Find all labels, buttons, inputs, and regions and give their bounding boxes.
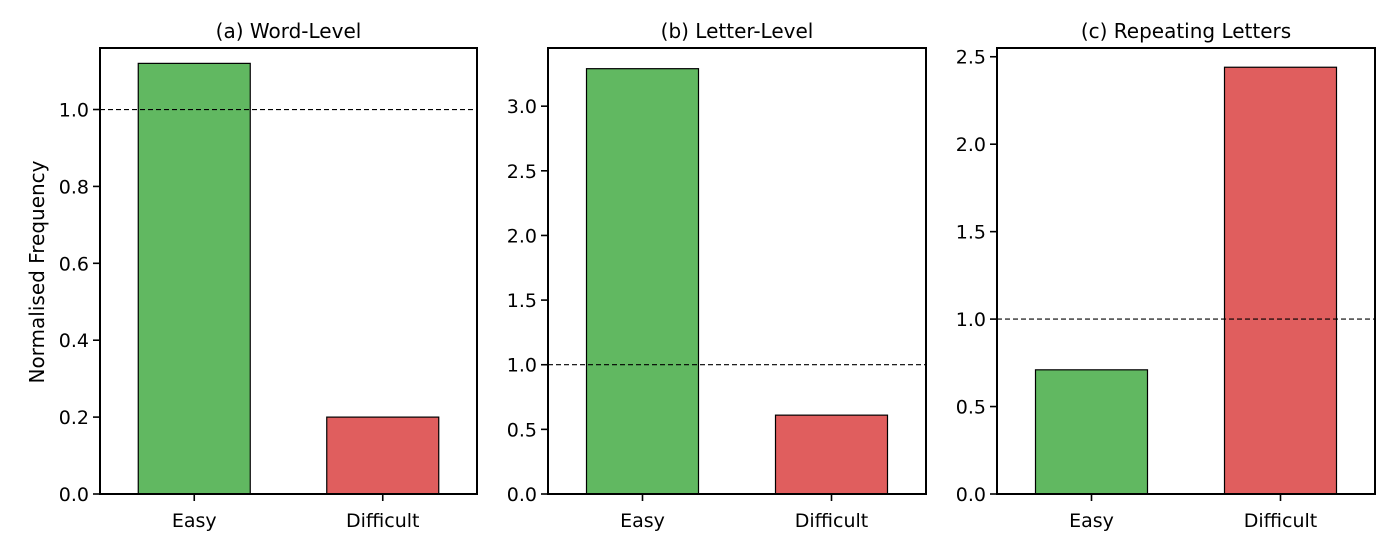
y-tick-label: 1.0	[956, 309, 986, 331]
axes-frame	[996, 47, 1376, 495]
y-tick-label: 1.0	[507, 355, 537, 377]
bar-easy	[1034, 369, 1149, 495]
chart-title: (b) Letter-Level	[661, 19, 814, 43]
y-tick-label: 2.0	[507, 225, 537, 247]
x-tick-label-easy: Easy	[1069, 510, 1114, 532]
chart-panel-1: 0.0 0.5 1.0 1.5 2.0 2.5 3.0 Easy Difficult (b) Le…	[507, 19, 927, 532]
bar-easy	[137, 62, 251, 495]
panels: 0.0 0.2 0.4 0.6 0.8 1.0 Easy Difficult (a) Word-…	[59, 19, 1376, 532]
x-tick-label-difficult: Difficult	[346, 510, 420, 532]
chart-panel-0: 0.0 0.2 0.4 0.6 0.8 1.0 Easy Difficult (a) Word-…	[59, 19, 478, 532]
y-tick-label: 1.5	[507, 290, 537, 312]
y-tick-label: 0.5	[507, 419, 537, 441]
bar-easy	[585, 68, 700, 495]
chart-panel-2: 0.0 0.5 1.0 1.5 2.0 2.5 Easy Difficult (c) Repea…	[956, 19, 1376, 532]
x-tick-label-difficult: Difficult	[795, 510, 869, 532]
axes-frame	[99, 47, 478, 495]
y-tick-label: 2.5	[507, 161, 537, 183]
bar-difficult	[774, 414, 889, 495]
bar-difficult	[326, 416, 440, 495]
y-tick-label: 0.4	[59, 330, 89, 352]
y-axis-label: Normalised Frequency	[25, 160, 49, 383]
chart-title: (a) Word-Level	[216, 19, 362, 43]
chart-title: (c) Repeating Letters	[1081, 19, 1291, 43]
y-tick-label: 1.5	[956, 222, 986, 244]
y-tick-label: 0.6	[59, 253, 89, 275]
y-tick-label: 0.2	[59, 407, 89, 429]
y-tick-label: 1.0	[59, 100, 89, 122]
y-tick-label: 0.5	[956, 397, 986, 419]
y-tick-label: 2.5	[956, 47, 986, 69]
y-tick-label: 0.0	[59, 484, 89, 506]
x-tick-label-easy: Easy	[172, 510, 217, 532]
y-tick-label: 0.8	[59, 176, 89, 198]
y-tick-label: 3.0	[507, 96, 537, 118]
bar-difficult	[1223, 66, 1338, 495]
y-tick-label: 2.0	[956, 134, 986, 156]
x-tick-label-easy: Easy	[620, 510, 665, 532]
x-tick-label-difficult: Difficult	[1244, 510, 1318, 532]
axes-frame	[547, 47, 927, 495]
y-tick-label: 0.0	[956, 484, 986, 506]
y-tick-label: 0.0	[507, 484, 537, 506]
